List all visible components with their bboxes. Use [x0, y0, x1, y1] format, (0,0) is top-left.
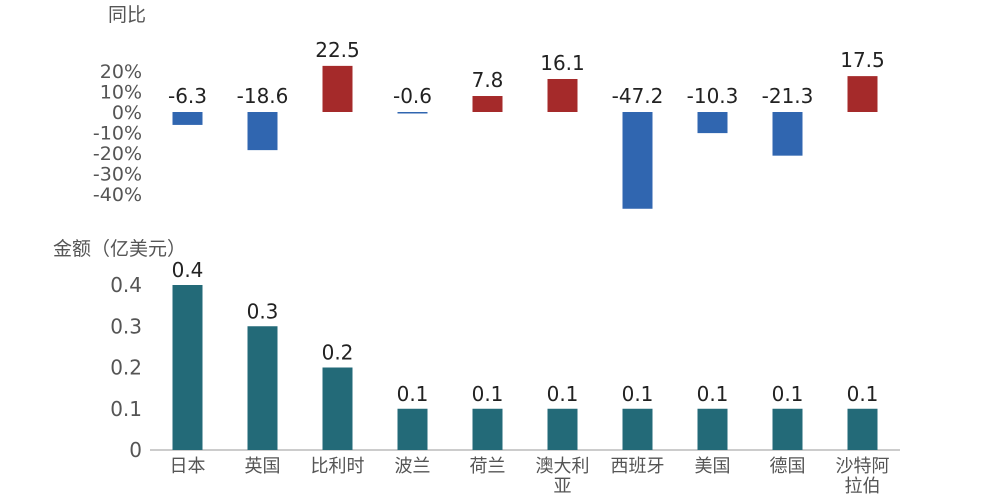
- top-chart-data-labels: -6.3 -18.6 22.5 -0.6 7.8 16.1 -47.2 -10.3 -21.3 1…: [168, 38, 885, 108]
- top-data-label: 17.5: [840, 48, 885, 72]
- bottom-bar: [547, 408, 578, 450]
- category-label: 比利时: [311, 456, 365, 477]
- top-bar: [697, 112, 728, 134]
- bottom-bar: [772, 408, 803, 450]
- bottom-data-label: 0.3: [247, 299, 279, 323]
- top-bar: [622, 112, 653, 209]
- bottom-data-label: 0.1: [397, 382, 429, 406]
- bottom-data-label: 0.1: [547, 382, 579, 406]
- bottom-bar: [697, 408, 728, 450]
- top-ytick-label: -10%: [93, 123, 142, 145]
- category-label: 美国: [695, 456, 731, 477]
- top-bar: [322, 65, 353, 112]
- bottom-data-label: 0.1: [697, 382, 729, 406]
- bottom-chart-bars: [172, 285, 878, 450]
- category-label: 英国: [245, 456, 281, 477]
- bottom-ytick-label: 0.3: [110, 314, 142, 338]
- top-data-label: -47.2: [612, 84, 664, 108]
- category-label: 日本: [170, 456, 206, 477]
- top-chart-yticks: 20%10%0%-10%-20%-30%-40%: [93, 61, 142, 206]
- top-chart-bars: [172, 65, 878, 209]
- bottom-bar: [172, 285, 203, 450]
- bottom-bar: [622, 408, 653, 450]
- category-label: 波兰: [395, 456, 431, 477]
- top-ytick-label: -40%: [93, 184, 142, 206]
- category-label: 荷兰: [470, 456, 506, 477]
- top-bar: [247, 112, 278, 151]
- top-chart-ylabel: 同比: [108, 4, 146, 26]
- bottom-bar: [472, 408, 503, 450]
- bottom-data-label: 0.1: [622, 382, 654, 406]
- top-bar: [547, 78, 578, 112]
- category-label: 亚: [554, 476, 572, 497]
- top-ytick-label: -20%: [93, 143, 142, 165]
- bottom-chart-ylabel: 金额（亿美元）: [53, 238, 186, 260]
- top-bar: [772, 112, 803, 156]
- category-label: 澳大利: [536, 456, 590, 477]
- top-bar: [172, 112, 203, 125]
- bottom-bar: [322, 367, 353, 450]
- top-data-label: -6.3: [168, 84, 207, 108]
- top-bar: [472, 96, 503, 112]
- category-label: 西班牙: [611, 456, 665, 477]
- bottom-ytick-label: 0: [129, 438, 142, 462]
- bottom-chart-yticks: 0.4 0.3 0.2 0.1 0: [110, 273, 142, 462]
- bottom-data-label: 0.4: [172, 258, 204, 282]
- top-data-label: 22.5: [315, 38, 360, 62]
- bottom-chart-data-labels: 0.4 0.3 0.2 0.1 0.1 0.1 0.1 0.1 0.1 0.1: [172, 258, 879, 406]
- bottom-bar: [247, 326, 278, 450]
- top-data-label: -10.3: [687, 84, 739, 108]
- bottom-data-label: 0.1: [472, 382, 504, 406]
- top-ytick-label: -30%: [93, 164, 142, 186]
- top-ytick-label: 10%: [100, 82, 142, 104]
- category-label: 拉伯: [845, 476, 881, 497]
- top-data-label: 16.1: [540, 51, 585, 75]
- category-label: 沙特阿: [836, 456, 890, 477]
- bottom-bar: [847, 408, 878, 450]
- top-data-label: -18.6: [237, 84, 289, 108]
- bottom-data-label: 0.2: [322, 341, 354, 365]
- bottom-bar: [397, 408, 428, 450]
- top-bar: [397, 112, 428, 114]
- top-data-label: -21.3: [762, 84, 814, 108]
- top-data-label: -0.6: [393, 84, 432, 108]
- bottom-data-label: 0.1: [847, 382, 879, 406]
- top-ytick-label: 0%: [112, 102, 142, 124]
- bottom-ytick-label: 0.1: [110, 397, 142, 421]
- top-ytick-label: 20%: [100, 61, 142, 83]
- top-data-label: 7.8: [472, 68, 504, 92]
- top-bar: [847, 76, 878, 112]
- category-label: 德国: [770, 456, 806, 477]
- bottom-data-label: 0.1: [772, 382, 804, 406]
- bottom-ytick-label: 0.4: [110, 273, 142, 297]
- bottom-ytick-label: 0.2: [110, 356, 142, 380]
